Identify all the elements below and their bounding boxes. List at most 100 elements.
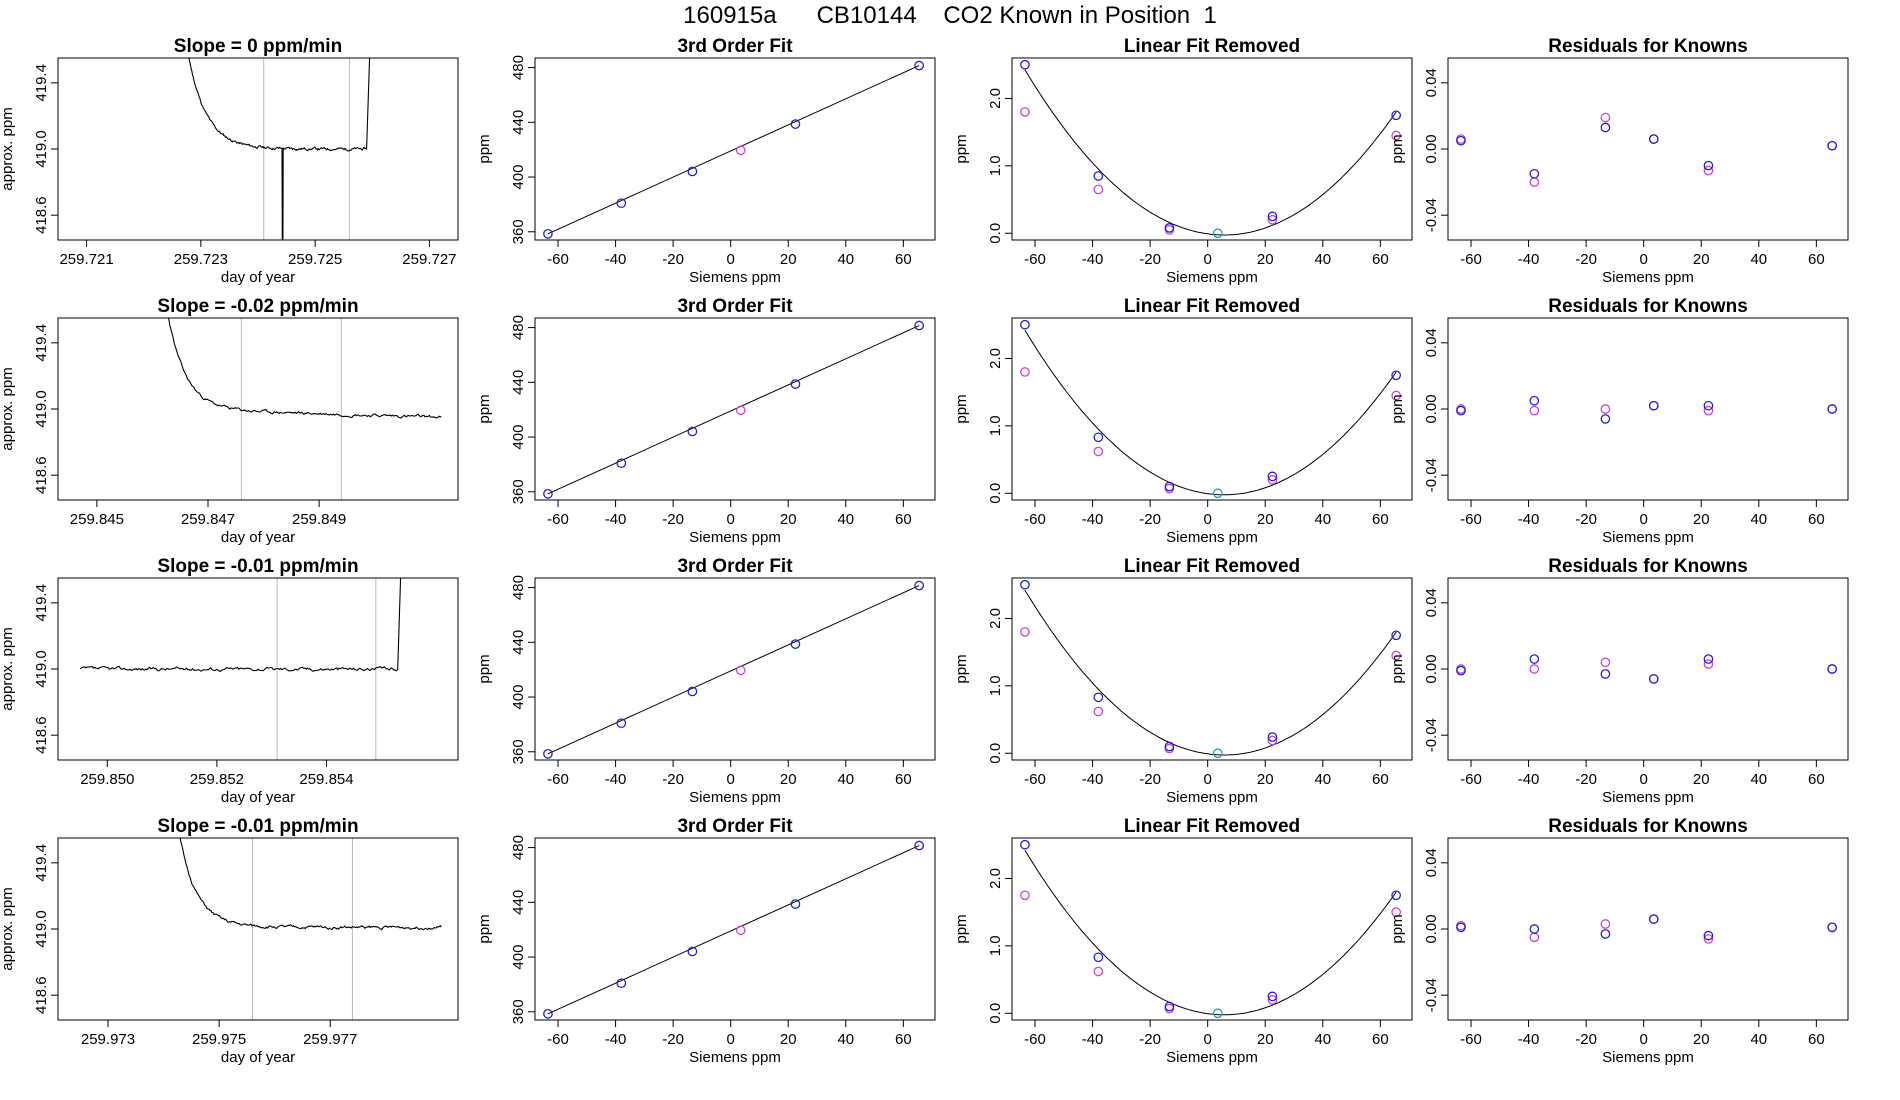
x-tick-label: -60 [547, 511, 569, 528]
plot-area [1456, 914, 1838, 944]
magenta-point [735, 145, 746, 156]
blue-point [1703, 930, 1714, 941]
y-axis-label: ppm [953, 134, 970, 163]
x-tick-label: 20 [1257, 1031, 1274, 1048]
blue-point [543, 1008, 553, 1019]
y-axis-label: approx. ppm [0, 627, 16, 710]
x-tick-label: -20 [662, 771, 684, 788]
fit-line [547, 65, 920, 235]
x-axis-label: day of year [221, 789, 295, 806]
blue-point [1456, 135, 1466, 146]
y-tick-label: 419.4 [33, 584, 50, 622]
panel-title: Slope = -0.01 ppm/min [157, 556, 358, 577]
x-tick-label: -20 [662, 1031, 684, 1048]
x-tick-label: 60 [1372, 251, 1389, 268]
ppm-trace-line [167, 318, 442, 419]
blue-point [1529, 395, 1540, 406]
x-tick-label: -40 [1518, 1031, 1540, 1048]
magenta-point [1391, 650, 1402, 661]
y-tick-label: 0.04 [1423, 588, 1440, 617]
y-tick-label: 1.0 [987, 935, 1004, 956]
x-tick-label: 0 [727, 771, 735, 788]
y-tick-label: 440 [510, 890, 527, 915]
x-axis-label: Siemens ppm [1602, 789, 1694, 806]
x-tick-label: 259.847 [181, 511, 235, 528]
x-tick-label: 0 [1640, 771, 1648, 788]
blue-point [687, 946, 698, 957]
y-tick-label: 400 [510, 945, 527, 970]
panel-r1-c3: Residuals for Knowns -60 -40 -20 0 20 40 60 -0.0… [1389, 296, 1849, 546]
y-tick-label: 0.00 [1423, 654, 1440, 683]
blue-point [616, 718, 627, 729]
x-tick-label: 259.845 [70, 511, 124, 528]
plot-area [1020, 59, 1402, 239]
magenta-point [1703, 659, 1714, 669]
blue-point [687, 686, 698, 697]
x-tick-label: -60 [1460, 1031, 1482, 1048]
blue-point [1703, 400, 1714, 411]
x-tick-label: 259.977 [303, 1031, 357, 1048]
y-tick-label: 0.00 [1423, 134, 1440, 163]
blue-point [1456, 665, 1466, 676]
panel-title: Linear Fit Removed [1124, 36, 1300, 57]
y-axis-label: approx. ppm [0, 367, 16, 450]
plot-frame [57, 577, 459, 761]
x-tick-label: 20 [780, 1031, 797, 1048]
blue-point [1703, 654, 1714, 664]
y-tick-label: 400 [510, 425, 527, 450]
x-tick-label: 259.852 [190, 771, 244, 788]
x-tick-label: 60 [895, 511, 912, 528]
y-tick-label: -0.04 [1423, 718, 1440, 752]
magenta-point [735, 925, 746, 936]
panel-r1-c2: Linear Fit Removed -60 -40 -20 0 20 40 60 0.0 1.0… [953, 296, 1413, 546]
plot-area [543, 840, 925, 1019]
x-tick-label: 20 [1257, 771, 1274, 788]
x-tick-label: 0 [1640, 1031, 1648, 1048]
blue-point [1267, 471, 1278, 482]
panel-title: Slope = -0.02 ppm/min [157, 296, 358, 317]
x-tick-label: -20 [662, 511, 684, 528]
y-tick-label: 440 [510, 630, 527, 655]
panel-r2-c2: Linear Fit Removed -60 -40 -20 0 20 40 60 0.0 1.0… [953, 556, 1413, 806]
magenta-point [1020, 107, 1030, 117]
x-tick-label: -40 [605, 1031, 627, 1048]
x-tick-label: -60 [547, 251, 569, 268]
blue-point [1827, 140, 1838, 151]
y-tick-label: 0.0 [987, 1003, 1004, 1024]
y-tick-label: 1.0 [987, 415, 1004, 436]
x-tick-label: 0 [727, 251, 735, 268]
blue-point [1827, 664, 1838, 674]
y-axis-label: ppm [476, 654, 493, 683]
y-axis-label: ppm [953, 914, 970, 943]
plot-frame [1011, 57, 1413, 241]
panel-title: 3rd Order Fit [677, 556, 793, 577]
panel-r2-c3: Residuals for Knowns -60 -40 -20 0 20 40 60 -0.0… [1389, 556, 1849, 806]
x-axis-label: Siemens ppm [1166, 1049, 1258, 1066]
panel-r3-c2: Linear Fit Removed -60 -40 -20 0 20 40 60 0.0 1.0… [953, 816, 1413, 1066]
x-tick-label: -20 [1139, 511, 1161, 528]
blue-point [1827, 404, 1838, 414]
plot-area [543, 580, 925, 759]
ppm-trace-line [179, 838, 442, 931]
plot-area [1456, 112, 1838, 187]
panel-title: Linear Fit Removed [1124, 816, 1300, 837]
plot-frame [1011, 837, 1413, 1021]
figure-title: 160915a CB10144 CO2 Known in Position 1 [683, 2, 1217, 29]
x-axis-label: Siemens ppm [1166, 269, 1258, 286]
y-tick-label: 480 [510, 575, 527, 600]
y-tick-label: 400 [510, 165, 527, 190]
x-tick-label: -60 [1024, 771, 1046, 788]
fit-curve [1024, 849, 1397, 1016]
y-tick-label: 480 [510, 315, 527, 340]
y-tick-label: 0.0 [987, 743, 1004, 764]
panel-r0-c1: 3rd Order Fit -60 -40 -20 0 20 40 60 360 400 440 48… [476, 36, 936, 286]
y-tick-label: 440 [510, 370, 527, 395]
y-tick-label: 419.0 [33, 130, 50, 168]
plot-area [1020, 839, 1402, 1019]
fit-curve [1024, 589, 1397, 756]
x-tick-label: 40 [837, 511, 854, 528]
y-tick-label: 480 [510, 55, 527, 80]
x-tick-label: 259.973 [81, 1031, 135, 1048]
x-tick-label: 60 [1808, 251, 1825, 268]
magenta-point [1529, 177, 1540, 187]
